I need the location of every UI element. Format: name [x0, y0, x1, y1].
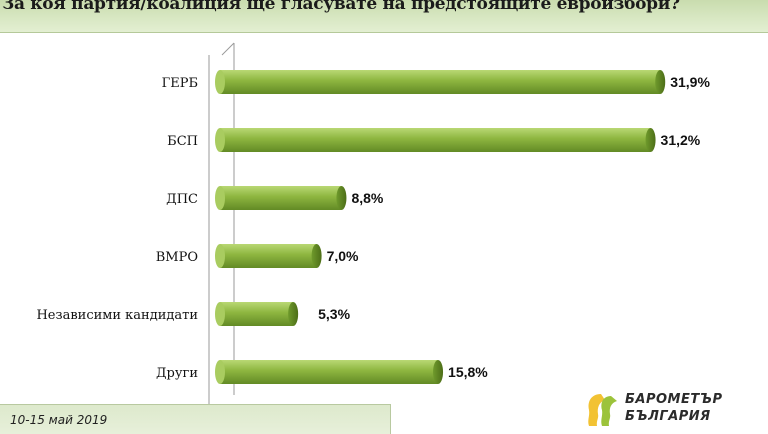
bar-cap-3	[311, 244, 322, 268]
bar-0	[220, 70, 661, 94]
bar-cap-4	[288, 302, 299, 326]
bar-cap-2	[336, 186, 347, 210]
category-label-0: ГЕРБ	[162, 76, 198, 91]
bar-3	[220, 244, 317, 268]
bar-start-2	[215, 186, 225, 210]
logo-heads-icon	[588, 394, 617, 426]
value-label-5: 15,8%	[448, 364, 488, 380]
header-bar: За коя партия/коалиция ще гласувате на п…	[0, 0, 768, 33]
bar-cap-0	[655, 70, 666, 94]
bar-start-1	[215, 128, 225, 152]
bar-start-0	[215, 70, 225, 94]
bar-start-3	[215, 244, 225, 268]
logo-text-line2: БЪЛГАРИЯ	[625, 409, 711, 424]
survey-date-box: 10-15 май 2019	[0, 404, 391, 434]
category-label-1: БСП	[167, 134, 198, 149]
bar-5	[220, 360, 439, 384]
chart-title: За коя партия/коалиция ще гласувате на п…	[2, 0, 680, 14]
category-label-2: ДПС	[166, 192, 198, 207]
bar-2	[220, 186, 342, 210]
value-label-2: 8,8%	[351, 190, 383, 206]
barometer-bulgaria-logo: БАРОМЕТЪР БЪЛГАРИЯ	[583, 388, 763, 432]
logo-text-line1: БАРОМЕТЪР	[625, 392, 723, 407]
bar-start-5	[215, 360, 225, 384]
bar-1	[220, 128, 651, 152]
bar-cap-5	[433, 360, 444, 384]
value-label-4: 5,3%	[318, 306, 350, 322]
value-label-1: 31,2%	[661, 132, 701, 148]
category-label-3: ВМРО	[156, 250, 198, 265]
bar-4	[220, 302, 294, 326]
value-label-3: 7,0%	[327, 248, 359, 264]
category-label-4: Независими кандидати	[36, 308, 198, 323]
bar-start-4	[215, 302, 225, 326]
y-axis-back-line	[221, 42, 235, 56]
y-axis	[208, 42, 235, 404]
value-label-0: 31,9%	[670, 74, 710, 90]
survey-date: 10-15 май 2019	[10, 413, 108, 427]
category-label-5: Други	[156, 366, 198, 381]
bar-cap-1	[645, 128, 656, 152]
